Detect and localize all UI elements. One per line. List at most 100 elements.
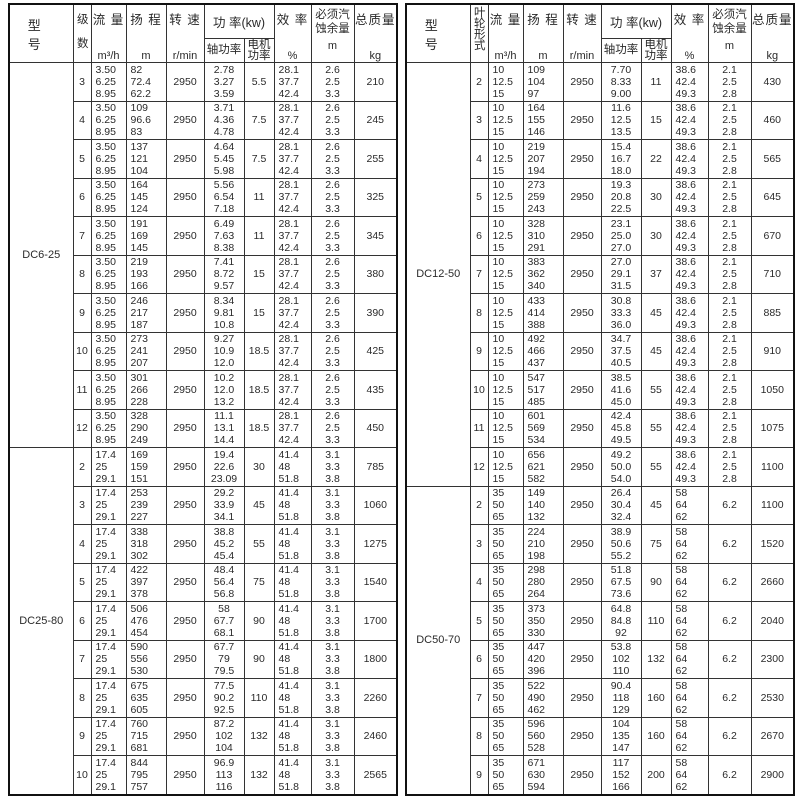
efficiency-value: 49.3 (675, 203, 696, 216)
head-value: 291 (527, 241, 546, 254)
efficiency-value: 37.7 (278, 422, 299, 435)
efficiency-value: 51.8 (278, 549, 299, 562)
npsh-value: 3.1 (325, 487, 340, 500)
npsh-value: 3.3 (325, 460, 340, 473)
npsh-cell: 2.6 2.5 3.3 (310, 331, 355, 371)
flow-value: 6.25 (95, 345, 116, 358)
stage: 7 (72, 216, 92, 256)
npsh-value: 3.3 (325, 576, 340, 589)
shaft-power-value: 50.0 (610, 460, 632, 473)
npsh-cell: 2.1 2.5 2.8 (707, 331, 752, 371)
head-cell: 169 159 151 (125, 447, 167, 487)
shaft-power-value: 92.5 (213, 703, 235, 716)
head-value: 447 (527, 641, 546, 654)
npsh-value: 2.1 (722, 140, 737, 153)
shaft-power-value: 56.8 (213, 588, 235, 601)
stage: 8 (72, 678, 92, 718)
efficiency-cell: 28.1 37.7 42.4 (273, 62, 312, 102)
motor-power: 18.5 (243, 370, 275, 410)
motor-power: 30 (640, 177, 672, 217)
shaft-power-value: 13.5 (610, 126, 632, 139)
head-value: 97 (527, 87, 540, 100)
npsh-value: 2.8 (722, 203, 737, 216)
npsh-value: 3.3 (325, 318, 340, 331)
mass: 2300 (750, 639, 795, 679)
efficiency-value: 49.3 (675, 241, 696, 254)
flow-value: 35 (492, 679, 505, 692)
header-speed: 转 速 r/min (562, 3, 602, 63)
mass: 425 (353, 331, 398, 371)
shaft-power-value: 16.7 (610, 152, 632, 165)
flow-value: 10 (492, 179, 505, 192)
header-stage-label: 级数 (77, 14, 89, 50)
head-value: 166 (130, 280, 149, 293)
efficiency-value: 42.4 (675, 268, 696, 281)
shaft-power-value: 55.2 (610, 549, 632, 562)
table-row: 3 10 12.5 15 164 155 146 2950 11.6 12.5 13.5 15 38.6… (406, 100, 795, 140)
head-value: 506 (130, 602, 149, 615)
efficiency-value: 62 (675, 703, 688, 716)
flow-value: 3.50 (95, 410, 116, 423)
head-value: 121 (130, 152, 149, 165)
head-cell: 219 193 166 (125, 254, 167, 294)
shaft-power-value: 84.8 (610, 614, 632, 627)
model-name: DC50-70 (405, 485, 471, 795)
header-flow-label: 流 量 (92, 13, 125, 27)
shaft-power-cell: 49.2 50.0 54.0 (600, 447, 642, 487)
efficiency-value: 58 (675, 679, 688, 692)
stage: 11 (72, 370, 92, 410)
efficiency-value: 64 (675, 537, 688, 550)
flow-value: 12.5 (492, 75, 513, 88)
shaft-power-value: 10.9 (213, 345, 235, 358)
motor-power: 15 (640, 100, 672, 140)
npsh-value: 2.1 (722, 294, 737, 307)
flow-value: 50 (492, 730, 505, 743)
flow-cell: 10 12.5 15 (487, 447, 524, 487)
shaft-power-cell: 6.49 7.63 8.38 (203, 216, 245, 256)
efficiency-cell: 38.6 42.4 49.3 (670, 408, 709, 448)
shaft-power-cell: 4.64 5.45 5.98 (203, 139, 245, 179)
flow-value: 6.25 (95, 152, 116, 165)
speed: 2950 (562, 639, 602, 679)
efficiency-value: 51.8 (278, 588, 299, 601)
flow-value: 15 (492, 126, 505, 139)
head-value: 328 (527, 217, 546, 230)
shaft-power-value: 36.0 (610, 318, 632, 331)
speed: 2950 (165, 216, 205, 256)
flow-value: 6.25 (95, 383, 116, 396)
efficiency-value: 42.4 (278, 357, 299, 370)
motor-power: 45 (243, 485, 275, 525)
flow-cell: 10 12.5 15 (487, 293, 524, 333)
npsh-value: 6.2 (722, 691, 737, 704)
shaft-power-value: 49.5 (610, 434, 632, 447)
shaft-power-value: 7.63 (213, 229, 235, 242)
table-row: 4 3.50 6.25 8.95 109 96.6 83 2950 3.71 4.36 4.78 7.… (9, 100, 398, 140)
npsh-value: 2.1 (722, 217, 737, 230)
flow-value: 6.25 (95, 306, 116, 319)
npsh-cell: 2.1 2.5 2.8 (707, 177, 752, 217)
npsh-value: 2.6 (325, 410, 340, 423)
npsh-value: 3.3 (325, 499, 340, 512)
efficiency-value: 51.8 (278, 780, 299, 793)
shaft-power-cell: 7.70 8.33 9.00 (600, 62, 642, 102)
shaft-power-cell: 51.8 67.5 73.6 (600, 562, 642, 602)
npsh-value: 2.5 (722, 268, 737, 281)
flow-value: 8.95 (95, 126, 116, 139)
flow-cell: 3.50 6.25 8.95 (90, 254, 127, 294)
head-cell: 373 350 330 (522, 601, 564, 641)
flow-value: 65 (492, 665, 505, 678)
shaft-power-value: 117 (612, 756, 630, 769)
efficiency-value: 41.4 (278, 525, 299, 538)
shaft-power-value: 19.3 (610, 179, 632, 192)
flow-cell: 17.4 25 29.1 (90, 524, 127, 564)
flow-value: 10 (492, 63, 505, 76)
efficiency-cell: 58 64 62 (670, 485, 709, 525)
shaft-power-value: 116 (215, 780, 233, 793)
head-cell: 191 169 145 (125, 216, 167, 256)
stage: 7 (72, 639, 92, 679)
flow-value: 12.5 (492, 306, 513, 319)
efficiency-value: 48 (278, 768, 291, 781)
shaft-power-cell: 9.27 10.9 12.0 (203, 331, 245, 371)
flow-cell: 10 12.5 15 (487, 331, 524, 371)
efficiency-cell: 38.6 42.4 49.3 (670, 254, 709, 294)
